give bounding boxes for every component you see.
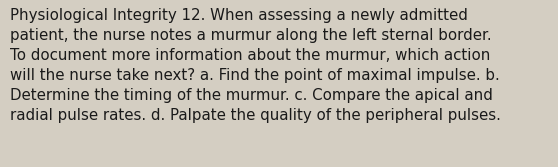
Text: Physiological Integrity 12. When assessing a newly admitted
patient, the nurse n: Physiological Integrity 12. When assessi… [10,8,501,123]
